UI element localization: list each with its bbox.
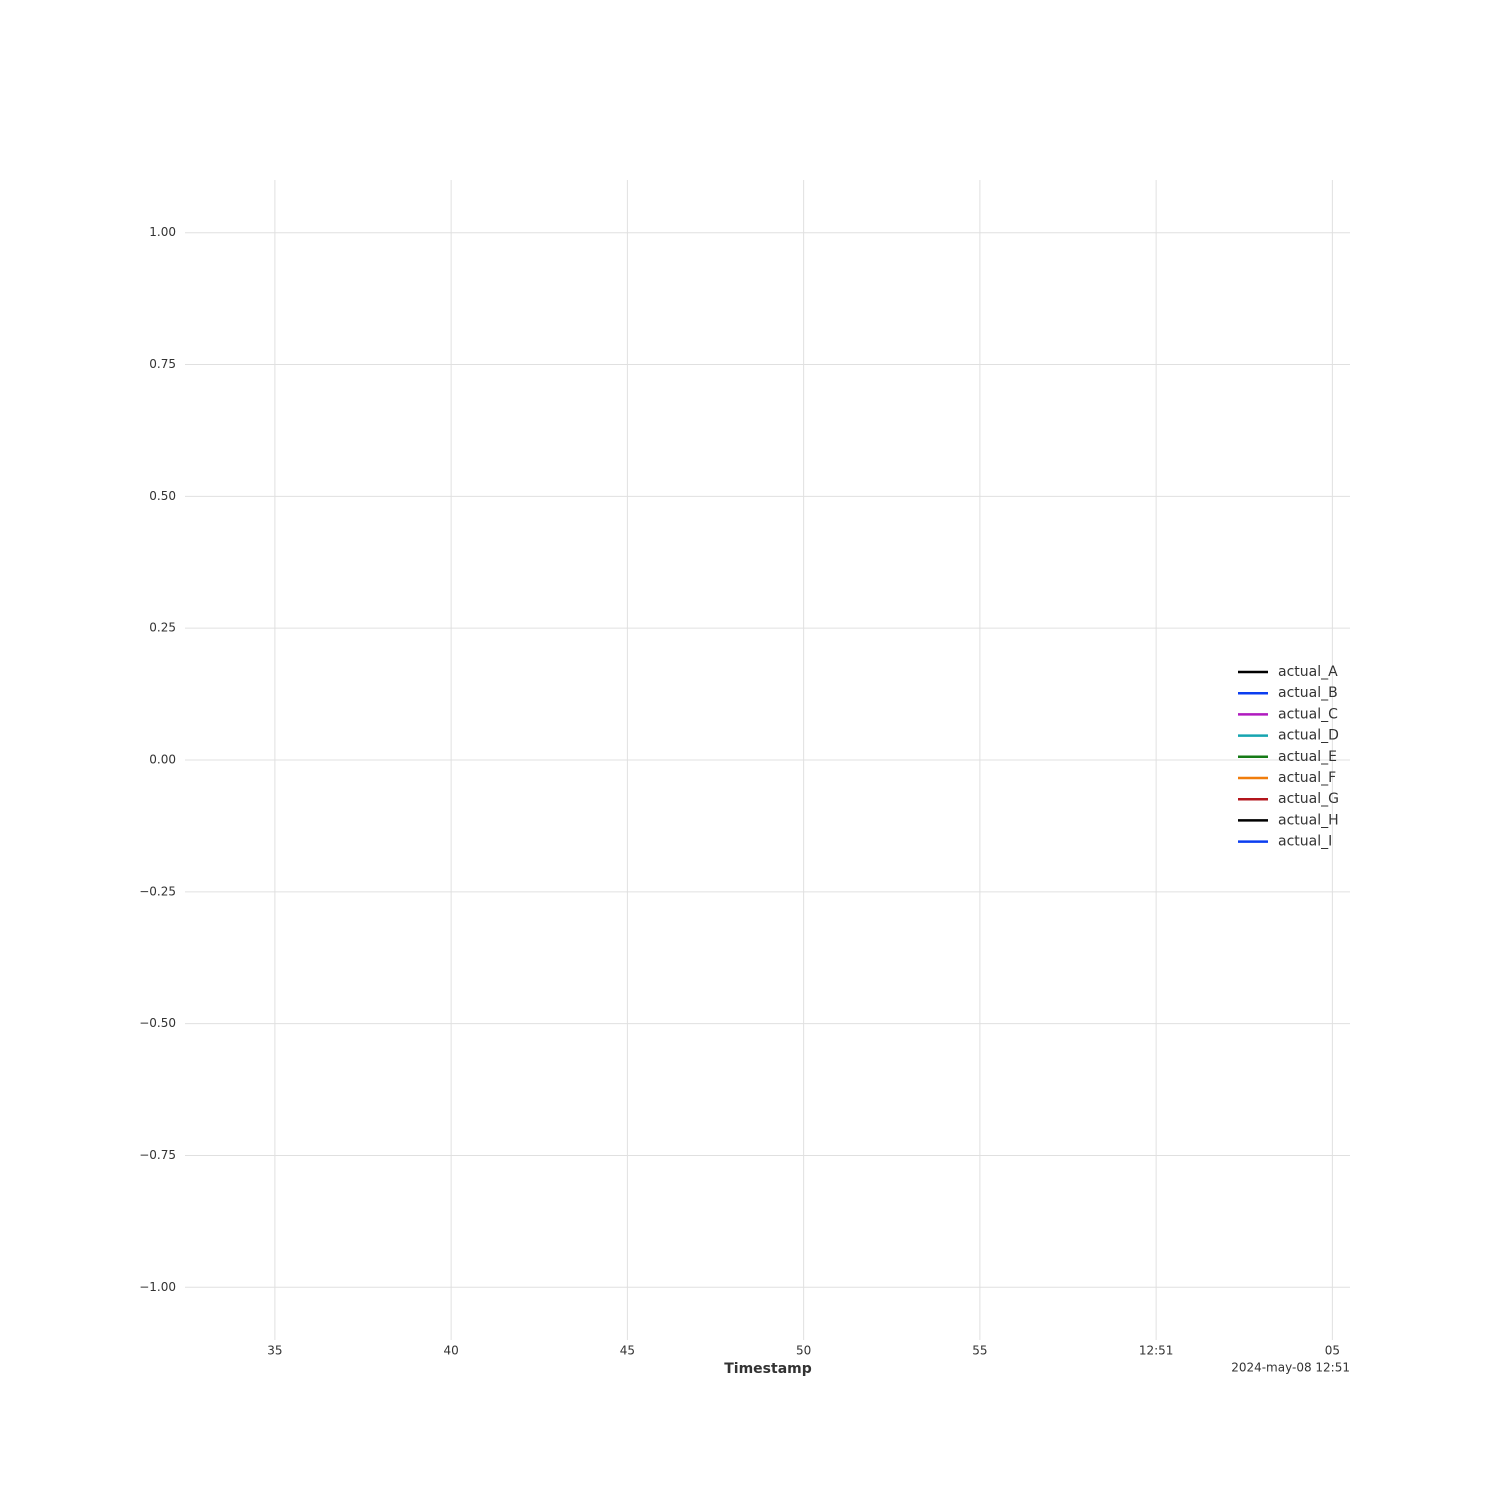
y-tick-label: 1.00	[149, 225, 176, 239]
x-tick-label: 40	[443, 1344, 458, 1358]
x-tick-label: 50	[796, 1344, 811, 1358]
x-tick-label: 45	[620, 1344, 635, 1358]
y-tick-label: 0.25	[149, 621, 176, 635]
legend-label: actual_D	[1278, 728, 1339, 744]
y-tick-label: −0.50	[139, 1016, 176, 1030]
x-tick-label: 55	[972, 1344, 987, 1358]
y-tick-label: 0.50	[149, 489, 176, 503]
x-tick-label: 12:51	[1139, 1344, 1174, 1358]
legend-label: actual_H	[1278, 812, 1339, 828]
x-offset-label: 2024-may-08 12:51	[1231, 1361, 1350, 1375]
legend-label: actual_E	[1278, 749, 1337, 765]
legend-label: actual_F	[1278, 770, 1336, 786]
y-tick-label: −0.25	[139, 884, 176, 898]
y-tick-label: −1.00	[139, 1280, 176, 1294]
legend-label: actual_G	[1278, 791, 1339, 807]
y-tick-label: 0.00	[149, 753, 176, 767]
y-tick-label: −0.75	[139, 1148, 176, 1162]
x-tick-label: 05	[1325, 1344, 1340, 1358]
x-tick-label: 35	[267, 1344, 282, 1358]
legend-label: actual_A	[1278, 664, 1338, 680]
legend-label: actual_B	[1278, 685, 1338, 701]
legend-label: actual_C	[1278, 706, 1338, 722]
x-axis-label: Timestamp	[724, 1361, 812, 1377]
y-tick-label: 0.75	[149, 357, 176, 371]
legend-label: actual_I	[1278, 834, 1332, 850]
